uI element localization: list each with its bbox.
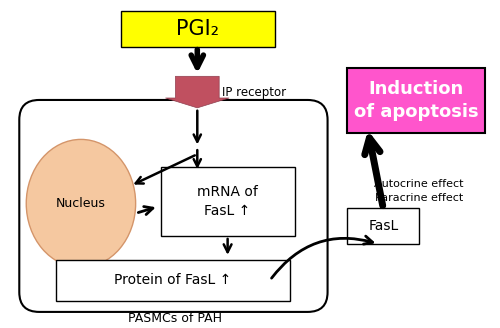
FancyBboxPatch shape [20,100,328,312]
Ellipse shape [26,139,136,268]
Text: Induction
of apoptosis: Induction of apoptosis [354,80,478,121]
Text: IP receptor: IP receptor [222,86,286,99]
FancyBboxPatch shape [348,208,419,244]
FancyBboxPatch shape [120,11,275,47]
Text: FasL: FasL [368,219,398,233]
FancyBboxPatch shape [160,167,295,236]
Text: mRNA of
FasL ↑: mRNA of FasL ↑ [197,185,258,218]
FancyBboxPatch shape [348,69,484,133]
Text: PGI₂: PGI₂ [176,19,220,39]
Text: Autocrine effect
Paracrine effect: Autocrine effect Paracrine effect [374,179,464,203]
Text: Protein of FasL ↑: Protein of FasL ↑ [114,273,232,287]
Text: PASMCs of PAH: PASMCs of PAH [128,312,222,325]
Text: Nucleus: Nucleus [56,197,106,210]
FancyBboxPatch shape [56,260,290,301]
Polygon shape [166,76,229,108]
